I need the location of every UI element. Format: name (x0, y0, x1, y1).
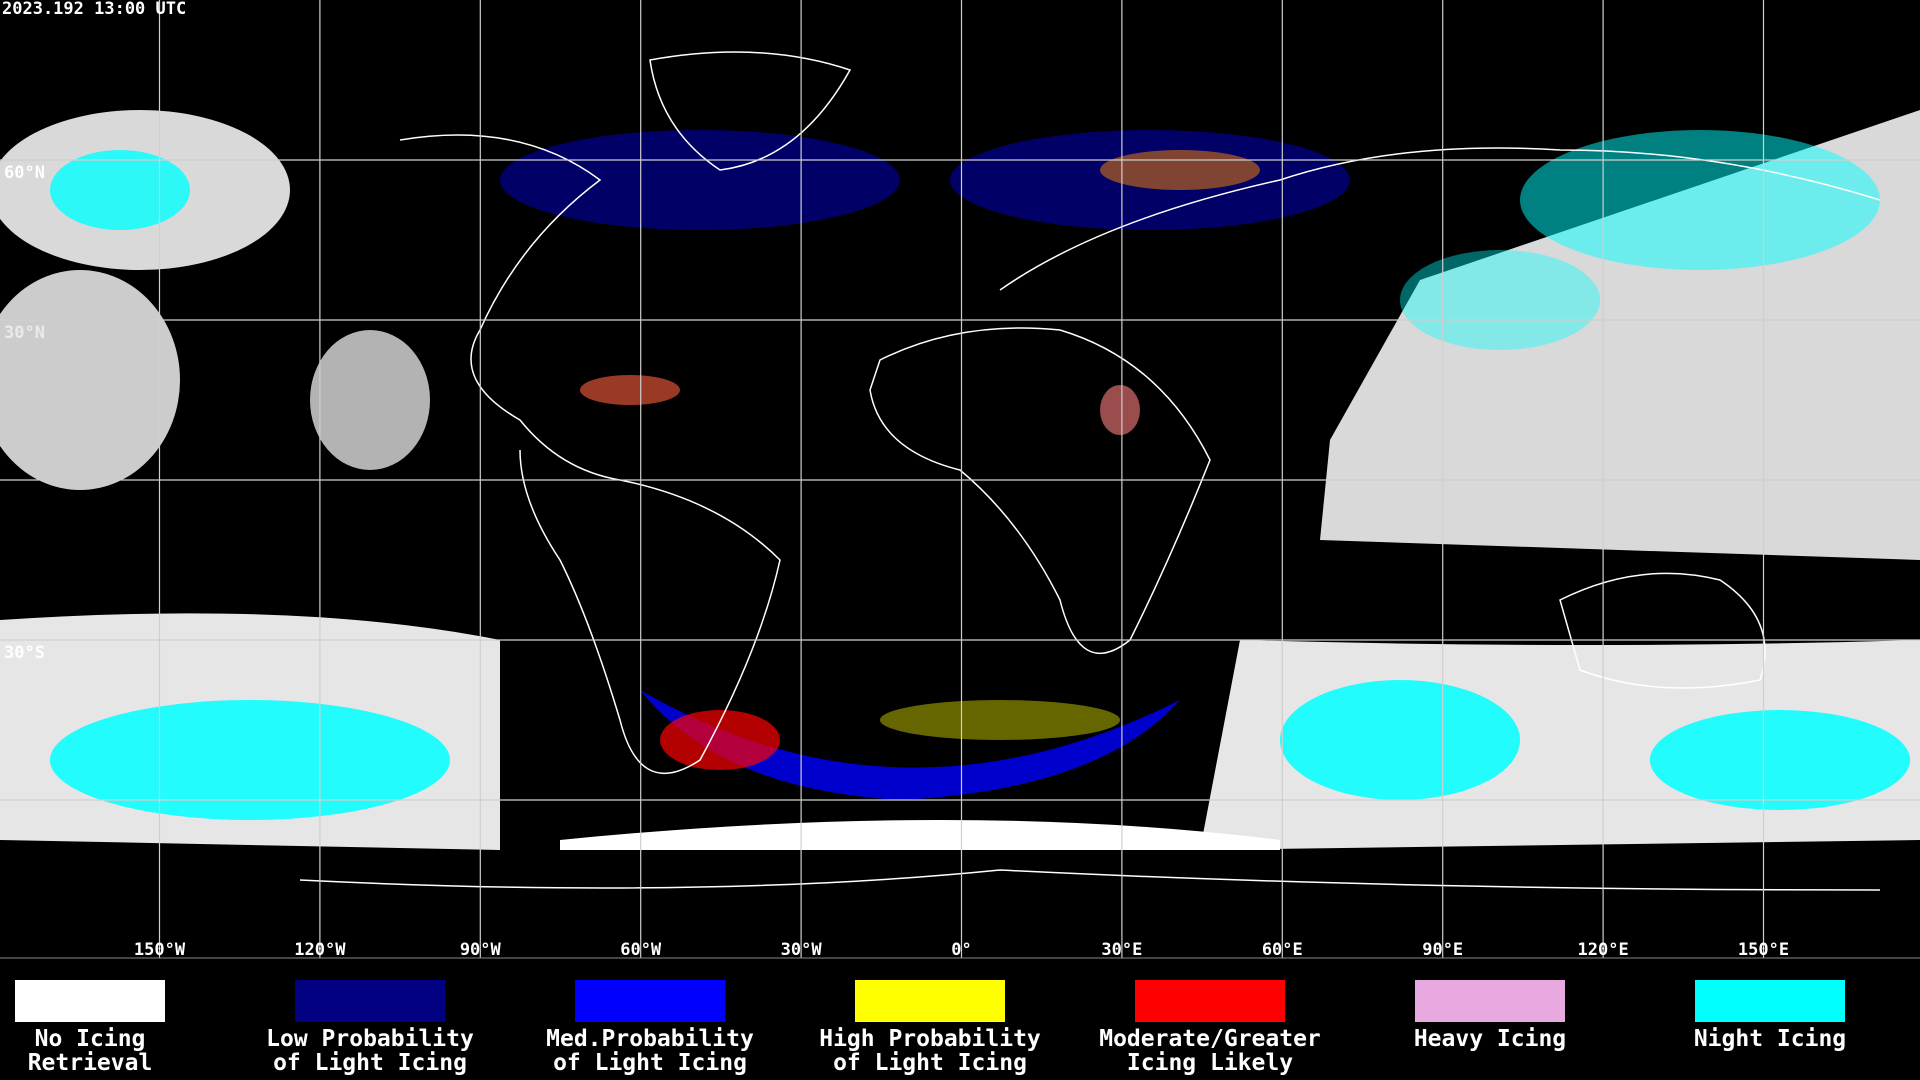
legend-label: Moderate/Greater (1099, 1026, 1321, 1052)
lon-label: 30°W (781, 940, 823, 960)
lat-label: 30°S (4, 643, 45, 663)
legend-label: of Light Icing (833, 1050, 1027, 1076)
lon-label: 150°W (134, 940, 186, 960)
lon-label: 30°E (1101, 940, 1142, 960)
legend-label: of Light Icing (553, 1050, 747, 1076)
legend-swatch (15, 980, 165, 1022)
legend-swatch (575, 980, 725, 1022)
legend-label: Med.Probability (546, 1026, 754, 1052)
labels: 150°W 120°W 90°W 60°W 30°W 0° 30°E 60°E 90°E 120°… (4, 163, 1789, 960)
lon-label: 120°W (294, 940, 346, 960)
legend-label: High Probability (819, 1026, 1041, 1052)
legend-label: Night Icing (1694, 1026, 1846, 1052)
clouds (0, 110, 1920, 850)
lon-label: 60°E (1262, 940, 1303, 960)
legend-label: Icing Likely (1127, 1050, 1293, 1076)
lon-label: 90°E (1422, 940, 1463, 960)
timestamp: 2023.192 13:00 UTC (2, 0, 186, 19)
legend-swatch (855, 980, 1005, 1022)
legend-label: of Light Icing (273, 1050, 467, 1076)
legend-swatch (1415, 980, 1565, 1022)
lat-label: 60°N (4, 163, 45, 183)
lon-label: 120°E (1578, 940, 1629, 960)
lon-label: 0° (951, 940, 971, 960)
lon-label: 150°E (1738, 940, 1789, 960)
graticule (0, 0, 1920, 959)
lon-label: 60°W (620, 940, 662, 960)
legend-label: No Icing (35, 1026, 146, 1052)
legend-swatch (295, 980, 445, 1022)
coastlines (299, 51, 1881, 891)
legend-swatch (1695, 980, 1845, 1022)
legend-label: Heavy Icing (1414, 1026, 1566, 1052)
legend-label: Low Probability (266, 1026, 474, 1052)
lat-label: 30°N (4, 323, 45, 343)
legend-swatch (1135, 980, 1285, 1022)
legend-label: Retrieval (28, 1050, 153, 1076)
lon-label: 90°W (460, 940, 502, 960)
